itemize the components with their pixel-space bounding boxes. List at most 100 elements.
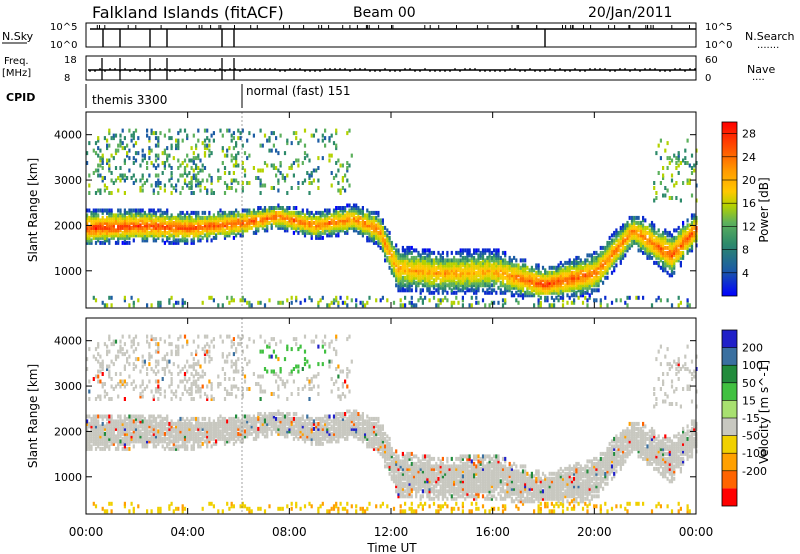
power-cell (657, 143, 660, 148)
power-cell (539, 275, 542, 280)
power-cell (448, 273, 451, 278)
velocity-cell (117, 429, 120, 434)
power-cell (337, 206, 340, 210)
power-cell (553, 290, 556, 295)
power-cell (348, 208, 351, 213)
power-cell (139, 208, 142, 213)
power-cell (106, 208, 109, 213)
velocity-cell (121, 431, 124, 436)
power-cell (535, 285, 538, 290)
power-cell (490, 278, 493, 283)
power-cell (488, 260, 491, 265)
power-cell (670, 253, 674, 258)
nave-point (609, 70, 611, 72)
power-cell (192, 225, 195, 230)
power-cell (159, 186, 162, 190)
power-cell (190, 178, 193, 183)
power-cell (628, 233, 631, 238)
power-cell (464, 290, 467, 295)
nave-point (679, 68, 681, 70)
power-cell (564, 270, 567, 275)
power-cell (535, 263, 538, 268)
power-cell (693, 168, 696, 173)
power-cell (677, 158, 680, 163)
velocity-cell (117, 439, 120, 444)
power-cell (139, 225, 142, 230)
power-cell (493, 253, 496, 258)
power-cell (223, 153, 227, 158)
power-cell (610, 263, 614, 268)
power-cell (166, 210, 169, 215)
power-cell (581, 278, 585, 283)
power-cell (261, 225, 264, 230)
power-cell (386, 258, 389, 263)
power-cell (99, 220, 102, 225)
velocity-cell (157, 344, 160, 349)
power-cell (602, 270, 605, 275)
power-cell (508, 283, 511, 288)
power-cell (408, 250, 411, 255)
power-cell (114, 151, 118, 156)
power-cell (650, 228, 654, 233)
power-cell (461, 268, 464, 273)
power-cell (642, 228, 645, 233)
power-cell (404, 260, 407, 265)
velocity-cell (106, 364, 109, 369)
power-cell (639, 238, 642, 243)
power-cell (686, 225, 689, 230)
power-cell (110, 218, 113, 223)
velocity-cell (86, 367, 89, 371)
power-cell (524, 273, 527, 278)
velocity-cell (94, 436, 98, 441)
velocity-cell (172, 421, 175, 426)
power-cell (114, 228, 118, 233)
power-cell (128, 303, 131, 308)
power-cell (177, 300, 180, 305)
power-cell (604, 245, 607, 250)
power-cell (166, 156, 169, 161)
power-cell (595, 275, 598, 280)
power-cell (608, 255, 611, 260)
velocity-cell (108, 429, 111, 434)
power-cell (132, 136, 135, 141)
power-cell (664, 263, 667, 268)
power-cell (544, 283, 547, 288)
power-cell (201, 228, 204, 233)
power-cell (370, 235, 373, 240)
power-cell (499, 263, 502, 268)
velocity-cell (94, 426, 98, 431)
power-cell (163, 233, 166, 238)
power-cell (335, 131, 338, 136)
power-cell (210, 151, 213, 156)
velocity-cell (170, 349, 173, 354)
power-cell (270, 215, 273, 220)
power-cell (673, 235, 676, 240)
power-cell (559, 285, 562, 290)
power-cell (392, 245, 396, 250)
power-cell (277, 225, 280, 230)
power-cell (399, 278, 402, 283)
velocity-cell (101, 426, 104, 431)
velocity-cell (121, 436, 124, 441)
power-cell (401, 303, 404, 308)
velocity-cell (197, 431, 200, 436)
power-cell (126, 230, 129, 235)
velocity-cell (110, 384, 113, 389)
power-cell (132, 233, 135, 238)
power-cell (481, 283, 485, 288)
power-cell (112, 220, 115, 225)
velocity-cell (177, 439, 180, 444)
power-cell (408, 283, 411, 288)
power-cell (653, 240, 656, 245)
power-cell (130, 225, 133, 230)
power-cell (613, 230, 616, 235)
power-cell (319, 213, 322, 218)
power-cell (444, 270, 447, 275)
power-cell (419, 273, 422, 278)
power-cell (97, 146, 100, 151)
nave-point (114, 68, 116, 70)
power-cell (555, 270, 558, 275)
power-cell (690, 193, 694, 198)
power-cell (355, 218, 358, 223)
power-cell (157, 223, 160, 228)
